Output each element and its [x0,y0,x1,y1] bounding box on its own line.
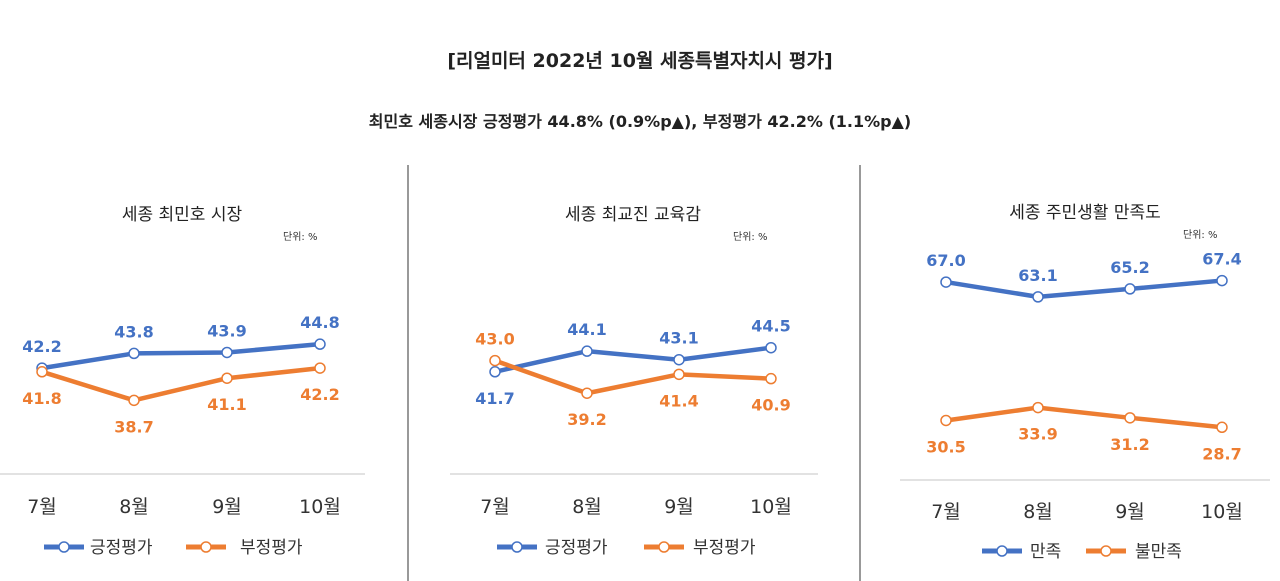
series-line [41,341,321,371]
chart-title: 세종 주민생활 만족도 [1009,203,1161,223]
data-label: 44.8 [300,313,339,332]
legend-marker [1100,545,1112,557]
x-tick-label: 8월 [572,496,602,518]
data-point [489,366,501,378]
data-label: 30.5 [926,437,965,456]
data-label: 41.7 [475,389,514,408]
data-label: 43.9 [207,321,246,340]
unit-label: 단위: % [1183,228,1217,241]
data-point [765,341,777,354]
data-point [1216,274,1228,287]
legend-marker [200,541,212,553]
data-point [1032,401,1044,414]
data-point [673,353,685,366]
legend-marker [658,541,670,553]
data-point [673,368,685,381]
data-point [314,338,326,350]
series-line [945,405,1223,430]
legend-label: 긍정평가 [545,538,608,558]
x-tick-label: 10월 [750,496,792,518]
series-line [494,358,772,396]
x-tick-label: 9월 [664,496,694,518]
data-point [36,366,48,378]
data-point [489,354,501,367]
panel-divider [407,165,409,581]
chart-title: 세종 최민호 시장 [122,205,243,225]
x-tick-label: 8월 [1023,501,1053,523]
x-tick-label: 9월 [212,496,242,518]
data-point [128,347,140,360]
x-tick-label: 7월 [27,496,57,518]
chart-title: 세종 최교진 교육감 [565,205,701,225]
data-point [940,414,952,427]
data-point [765,372,777,385]
data-point [314,362,326,374]
legend-marker [511,541,523,553]
data-point [1032,291,1044,303]
data-label: 28.7 [1202,444,1241,463]
legend-marker [58,541,70,553]
data-label: 31.2 [1110,435,1149,454]
series-line [945,278,1223,300]
legend-label: 부정평가 [240,538,303,558]
data-label: 38.7 [114,417,153,436]
legend-label: 긍정평가 [90,538,153,558]
page-subtitle: 최민호 세종시장 긍정평가 44.8% (0.9%p▲), 부정평가 42.2%… [368,112,912,131]
data-point [128,394,140,407]
data-point [581,345,593,357]
data-label: 40.9 [751,396,790,415]
data-label: 42.2 [300,385,339,404]
x-tick-label: 10월 [299,496,341,518]
data-label: 42.2 [22,337,61,356]
x-tick-label: 10월 [1201,501,1243,523]
page-title: [리얼미터 2022년 10월 세종특별자치시 평가] [447,50,833,72]
data-label: 41.8 [22,389,61,408]
data-point [581,387,593,399]
data-point [940,276,952,288]
legend-label: 만족 [1030,542,1061,562]
x-tick-label: 7월 [931,501,961,523]
data-label: 43.0 [475,330,514,349]
data-label: 65.2 [1110,258,1149,277]
series-line [41,365,321,403]
data-point [221,346,233,359]
x-tick-label: 8월 [119,496,149,518]
data-label: 67.4 [1202,250,1241,269]
panel-divider [859,165,861,581]
unit-label: 단위: % [283,230,317,243]
data-label: 44.1 [567,320,606,339]
x-tick-label: 9월 [1115,501,1145,523]
series-line [494,345,772,374]
data-point [1124,412,1136,424]
data-label: 43.8 [114,322,153,341]
data-label: 33.9 [1018,425,1057,444]
data-label: 67.0 [926,251,965,270]
data-point [1216,421,1228,434]
data-point [221,372,233,384]
data-label: 41.1 [207,395,246,414]
data-label: 63.1 [1018,266,1057,285]
data-label: 43.1 [659,329,698,348]
data-label: 44.5 [751,317,790,336]
x-tick-label: 7월 [480,496,510,518]
data-point [1124,283,1136,295]
legend-marker [996,545,1008,557]
legend-label: 부정평가 [693,538,756,558]
legend-label: 불만족 [1135,542,1182,562]
data-label: 41.4 [659,391,698,410]
data-label: 39.2 [567,410,606,429]
unit-label: 단위: % [733,230,767,243]
